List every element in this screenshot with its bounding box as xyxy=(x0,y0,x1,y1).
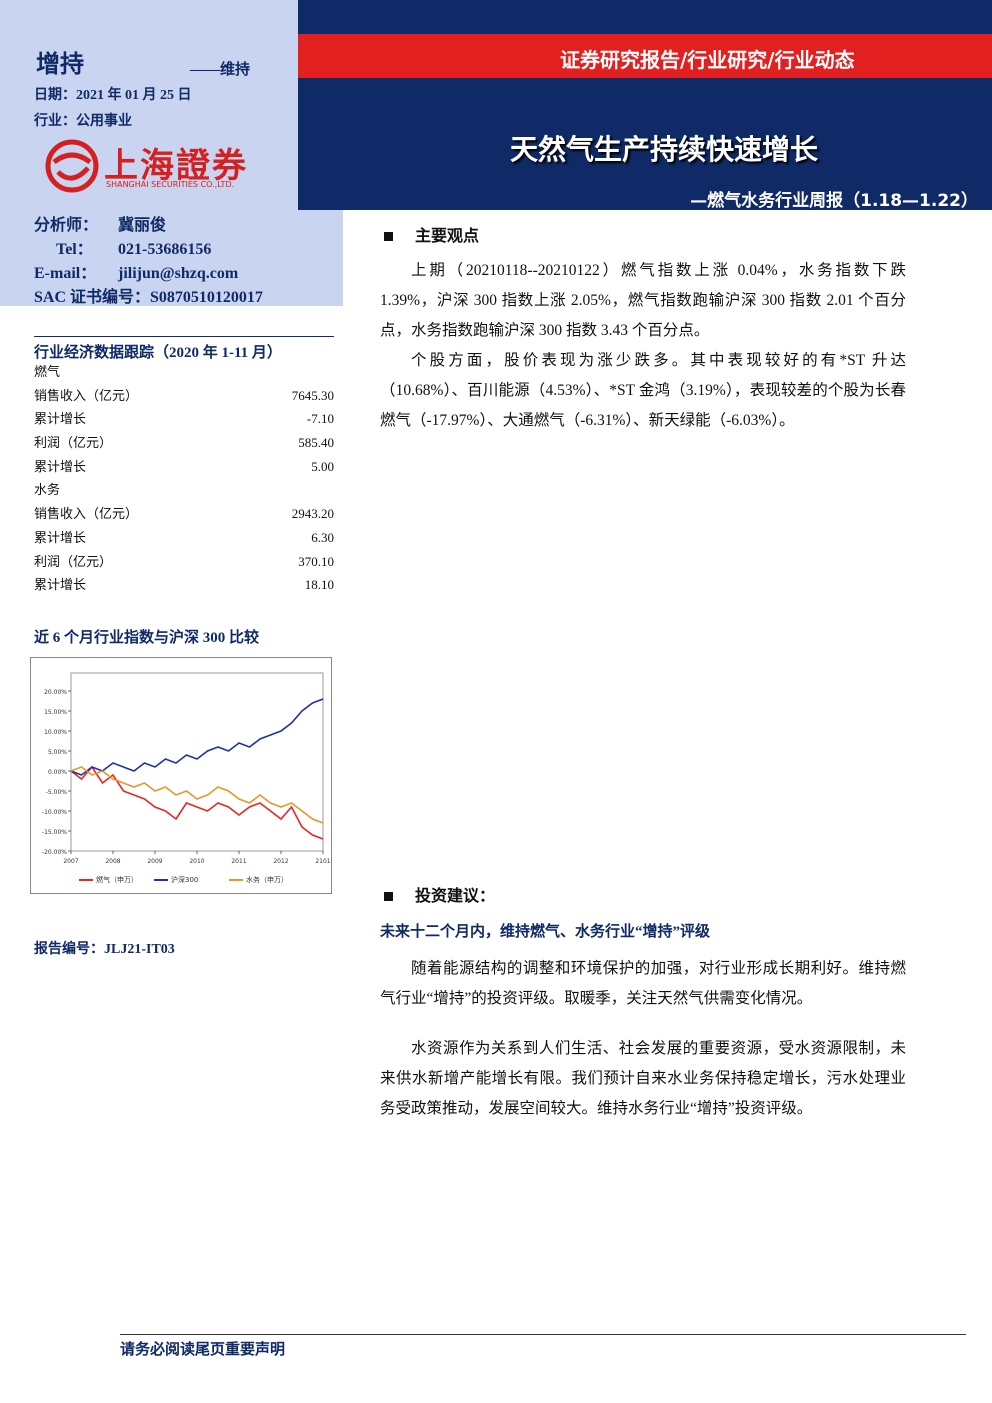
analyst-row: SAC 证书编号： S0870510120017 xyxy=(34,286,263,310)
footer: 请务必阅读尾页重要声明 xyxy=(120,1342,286,1358)
y-tick-label: 15.00% xyxy=(44,709,67,716)
table-row: 累计增长 -7.10 xyxy=(34,407,334,431)
section-heading: 主要观点 xyxy=(384,222,479,246)
data-table: 燃气销售收入（亿元） 7645.30 累计增长 -7.10 利润（亿元） 585.40 累计… xyxy=(34,360,334,597)
banner-text: 证券研究报告/行业研究/行业动态 xyxy=(560,48,855,72)
table-row: 销售收入（亿元） 2943.20 xyxy=(34,502,334,526)
banner-stripe xyxy=(298,34,992,78)
analyst-row: 分析师： 冀丽俊 xyxy=(34,214,263,238)
analyst-panel xyxy=(0,210,343,306)
heading-text: 主要观点 xyxy=(415,226,480,245)
group-name: 水务 xyxy=(34,482,61,498)
row-label: 利润（亿元） xyxy=(34,553,113,569)
industry: 行业：公用事业 xyxy=(34,114,132,129)
x-tick-label: 2101 xyxy=(315,858,330,865)
logo-text: 上海證券 xyxy=(104,146,248,186)
table-row: 销售收入（亿元） 7645.30 xyxy=(34,384,334,408)
y-tick-label: 0.00% xyxy=(48,769,67,776)
legend-label: 燃气（申万） xyxy=(96,875,138,884)
row-value: 18.10 xyxy=(304,577,334,593)
y-tick-label: 5.00% xyxy=(48,749,67,756)
analyst-row: Tel： 021-53686156 xyxy=(34,238,263,262)
group-name: 燃气 xyxy=(34,364,61,379)
analyst-list: 分析师： 冀丽俊 Tel： 021-53686156 E-mail： jilijun@sh… xyxy=(34,214,263,310)
paragraph: 水资源作为关系到人们生活、社会发展的重要资源，受水资源限制，未来供水新增产能增长… xyxy=(380,1040,906,1117)
paragraph: 个股方面，股价表现为涨少跌多。其中表现较好的有*ST 升达（10.68%）、百川… xyxy=(380,352,906,429)
row-label: 累计增长 xyxy=(34,577,87,593)
analyst-row: E-mail： jilijun@shzq.com xyxy=(34,262,263,286)
row-label: 销售收入（亿元） xyxy=(34,387,139,403)
header-banner xyxy=(298,0,992,210)
row-label: 利润（亿元） xyxy=(34,435,113,451)
analyst-value: jilijun@shzq.com xyxy=(118,265,239,282)
rating-prev: ——维持 xyxy=(190,62,251,78)
footer-rule xyxy=(120,1334,966,1335)
row-value: 585.40 xyxy=(298,435,334,451)
row-value: 5.00 xyxy=(311,458,334,474)
analyst-label: E-mail： xyxy=(34,265,97,282)
series-line xyxy=(70,766,324,824)
row-value: 370.10 xyxy=(298,553,334,569)
analyst-label: Tel： xyxy=(56,241,93,258)
table-row: 累计增长 6.30 xyxy=(34,526,334,550)
investment-text: 随着能源结构的调整和环境保护的加强，对行业形成长期利好。维持燃气行业“增持”的投… xyxy=(380,954,906,1124)
y-tick-label: 20.00% xyxy=(44,689,67,696)
series-line xyxy=(70,765,324,840)
paragraph: 随着能源结构的调整和环境保护的加强，对行业形成长期利好。维持燃气行业“增持”的投… xyxy=(380,960,906,1007)
table-row: 利润（亿元） 585.40 xyxy=(34,431,334,455)
row-label: 累计增长 xyxy=(34,458,87,474)
analyst-value: 021-53686156 xyxy=(118,241,212,258)
plot-frame xyxy=(70,672,324,852)
series-line xyxy=(70,698,324,776)
y-tick-label: 10.00% xyxy=(44,729,67,736)
y-tick-label: -10.00% xyxy=(42,809,67,816)
y-tick-label: -20.00% xyxy=(42,849,67,856)
chart: 20.00% 15.00% 10.00% 5.00% 0.00% -5.00% -10.00… xyxy=(30,657,332,894)
row-value: -7.10 xyxy=(306,411,334,427)
report-title: 天然气生产持续快速增长 xyxy=(510,133,819,166)
paragraph: 上期（20210118--20210122）燃气指数上涨 0.04%，水务指数下… xyxy=(380,262,906,339)
x-tick-label: 2010 xyxy=(189,858,204,865)
analyst-label: 分析师： xyxy=(34,217,99,234)
report-subtitle: —燃气水务行业周报（1.18—1.22） xyxy=(690,191,978,211)
logo-subtext: SHANGHAI SECURITIES CO.,LTD. xyxy=(106,180,235,189)
logo-icon xyxy=(45,139,99,193)
row-label: 累计增长 xyxy=(34,411,87,427)
rating: 增持 xyxy=(36,50,84,78)
y-tick-label: -5.00% xyxy=(46,789,68,796)
table-row: 利润（亿元） 370.10 xyxy=(34,550,334,574)
report-number: 报告编号：JLJ21-IT03 xyxy=(34,942,175,957)
y-tick-label: -15.00% xyxy=(42,829,67,836)
legend-label: 沪深300 xyxy=(171,875,198,884)
x-tick-label: 2009 xyxy=(147,858,162,865)
row-label: 销售收入（亿元） xyxy=(34,506,139,522)
analyst-value: S0870510120017 xyxy=(150,289,263,306)
table-row: 累计增长 5.00 xyxy=(34,455,334,479)
main-view: 上期（20210118--20210122）燃气指数上涨 0.04%，水务指数下… xyxy=(380,256,906,436)
section-heading: 投资建议： xyxy=(384,882,495,906)
analyst-value: 冀丽俊 xyxy=(118,217,167,234)
row-value: 7645.30 xyxy=(291,387,334,403)
x-tick-label: 2012 xyxy=(273,858,288,865)
x-tick-label: 2007 xyxy=(63,858,78,865)
row-label: 累计增长 xyxy=(34,529,87,545)
table-row: 累计增长 18.10 xyxy=(34,573,334,597)
legend-label: 水务（申万） xyxy=(246,875,288,884)
x-tick-label: 2011 xyxy=(231,858,246,865)
subheading: 未来十二个月内，维持燃气、水务行业“增持”评级 xyxy=(380,924,711,940)
data-title: 行业经济数据跟踪（2020 年 1-11 月） xyxy=(34,336,334,362)
chart-title: 近 6 个月行业指数与沪深 300 比较 xyxy=(34,630,260,646)
row-value: 2943.20 xyxy=(291,506,334,522)
heading-text: 投资建议： xyxy=(415,886,496,905)
date: 日期：2021 年 01 月 25 日 xyxy=(34,88,192,103)
row-value: 6.30 xyxy=(311,529,334,545)
analyst-label: SAC 证书编号： xyxy=(34,289,151,306)
x-tick-label: 2008 xyxy=(105,858,120,865)
